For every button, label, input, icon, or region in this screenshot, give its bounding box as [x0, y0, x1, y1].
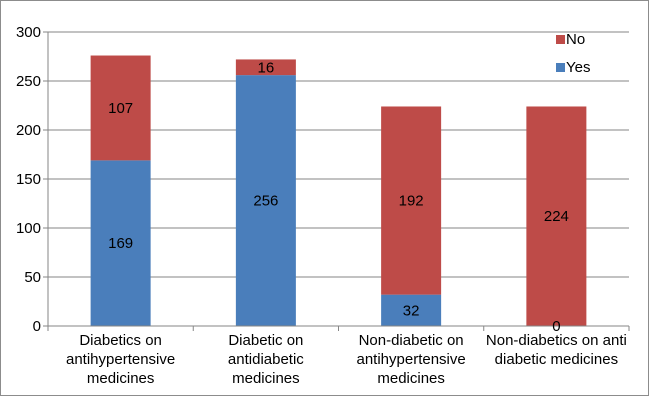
y-tick-label: 150 [16, 171, 41, 188]
x-tick-label-line: medicines [377, 370, 445, 387]
x-tick-label: Diabetics on antihypertensive medicines [66, 332, 175, 387]
data-label: 169 [108, 235, 133, 252]
x-tick-label-line: antihypertensive [66, 351, 175, 368]
bar-no [235, 59, 296, 76]
y-tick-label: 100 [16, 220, 41, 237]
bar-no [381, 106, 442, 295]
legend-swatch-no [556, 35, 565, 44]
y-tick-label: 250 [16, 73, 41, 90]
x-tick-label-line: medicines [232, 370, 300, 387]
x-tick-label-line: Non-diabetic on [359, 332, 464, 349]
bars [90, 55, 587, 327]
bar-yes [381, 294, 442, 326]
bar-yes [235, 75, 296, 327]
data-label: 192 [399, 193, 424, 210]
x-tick-label-line: diabetic medicines [495, 351, 618, 368]
legend: No Yes [556, 31, 590, 76]
x-tick-label-line: Diabetic on [228, 332, 303, 349]
data-label: 32 [403, 302, 420, 319]
data-label: 107 [108, 100, 133, 117]
legend-swatch-yes [556, 63, 565, 72]
x-tick-label-line: antidiabetic [228, 351, 304, 368]
bar-yes [90, 160, 151, 326]
data-label: 256 [253, 193, 278, 210]
x-tick-label-line: Non-diabetics on anti [486, 332, 627, 349]
data-labels: 169 107 256 16 32 192 0 224 [108, 59, 569, 335]
x-tick-label: Non-diabetic on antihypertensive medicines [357, 332, 466, 387]
y-tick-label: 0 [33, 318, 41, 335]
x-tick-label: Non-diabetics on anti diabetic medicines [486, 332, 627, 368]
bar-no [90, 55, 151, 161]
x-tick-label-line: antihypertensive [357, 351, 466, 368]
data-label: 16 [258, 59, 275, 76]
x-tick-label-line: Diabetics on [79, 332, 162, 349]
bar-no [526, 106, 587, 326]
data-label: 0 [552, 318, 560, 335]
axes: 0 50 100 150 200 250 300 Diabetics on antihypert… [16, 24, 630, 387]
x-tick-label-line: medicines [87, 370, 155, 387]
legend-label-no: No [566, 31, 585, 48]
y-tick-label: 200 [16, 122, 41, 139]
data-label: 224 [544, 208, 569, 225]
x-tick-label: Diabetic on antidiabetic medicines [228, 332, 304, 387]
legend-label-yes: Yes [566, 59, 590, 76]
y-tick-label: 300 [16, 24, 41, 41]
y-tick-label: 50 [24, 269, 41, 286]
